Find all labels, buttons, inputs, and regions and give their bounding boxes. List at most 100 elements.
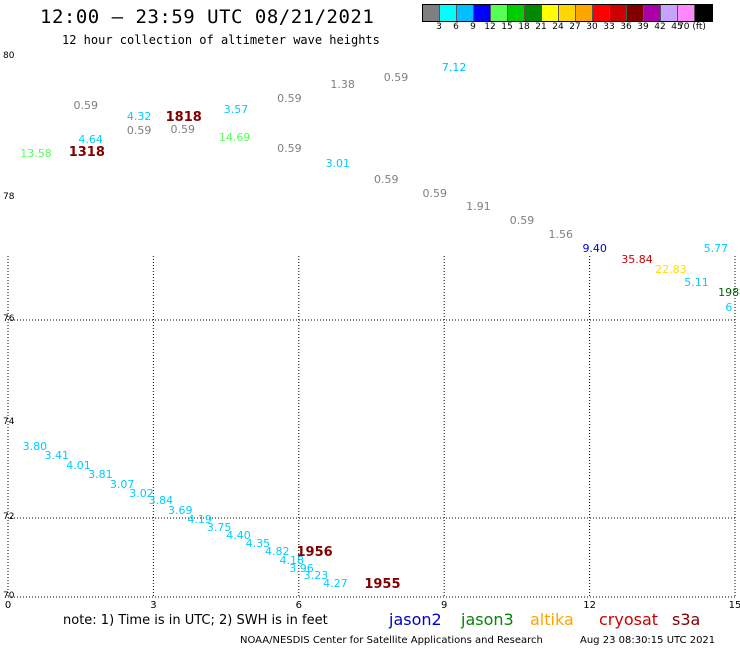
color-scale-label: 15 [501,22,513,32]
wave-height-value: 3.01 [325,157,351,171]
wave-height-value: 0.59 [277,141,302,155]
wave-height-value: 3.02 [129,487,154,501]
color-scale-label: 12 [484,22,496,32]
color-scale-label: 18 [518,22,530,32]
wave-height-value: 4.27 [323,577,348,591]
color-swatch [678,5,695,21]
wave-height-value: 35.84 [621,253,653,267]
footer-note: note: 1) Time is in UTC; 2) SWH is in fe… [63,613,328,628]
wave-height-value: 3.80 [22,439,48,453]
wave-height-value: 0.59 [170,122,195,136]
graticule [7,256,736,598]
wave-height-value: 1956 [296,545,333,561]
color-scale-label: 9 [470,22,476,32]
color-scale-label: 3 [436,22,442,32]
color-swatch [610,5,627,21]
color-swatch [661,5,678,21]
wave-height-value: 4.18 [279,554,305,568]
wave-height-value: 9.40 [582,242,607,256]
longitude-label: 12 [583,600,596,611]
wave-height-value: 4.19 [187,512,212,526]
latitude-label: 74 [3,417,15,427]
color-scale-label: 24 [552,22,564,32]
wave-height-value: 1.56 [548,227,574,241]
wave-height-value: 3.57 [223,102,249,116]
color-scale-label: 6 [453,22,459,32]
color-swatch [695,5,712,21]
wave-height-value: 13.58 [20,147,52,161]
wave-height-value: 3.75 [206,520,232,534]
wave-height-value: 4.35 [245,536,271,550]
color-scale-label: 30 [586,22,598,32]
wave-height-value: 4.01 [66,458,91,472]
wave-height-value: 1318 [68,145,105,161]
longitude-label: 0 [4,600,12,611]
wave-height-value: 3.96 [289,561,314,575]
wave-height-value: 0.59 [277,92,302,106]
wave-height-value: 3.84 [148,494,174,508]
color-swatch [627,5,644,21]
color-swatch [474,5,491,21]
wave-height-value: 1988 [718,285,740,299]
wave-height-value: 0.59 [374,173,399,187]
wave-height-value: 3.69 [168,503,193,517]
satellite-altika: altika [530,610,574,629]
wave-height-value: 4.40 [226,528,251,542]
wave-height-value: 1.91 [466,200,491,214]
wave-height-value: 5.11 [684,276,709,290]
satellite-cryosat: cryosat [599,610,659,629]
wave-height-value: 3.07 [109,477,135,491]
color-scale-label: 33 [603,22,615,32]
color-scale-label: 45 [671,22,683,32]
color-swatch [508,5,525,21]
longitude-label: 9 [441,600,448,611]
color-swatch [644,5,661,21]
credit-text: NOAA/NESDIS Center for Satellite Applica… [240,635,543,646]
generated-timestamp: Aug 23 08:30:15 UTC 2021 [580,635,716,646]
color-scale-label: 70 (ft) [678,22,706,32]
latitude-label: 80 [3,51,15,61]
satellite-s3a: s3a [672,610,701,629]
wave-height-value: 3.41 [44,449,69,463]
color-swatch [440,5,457,21]
wave-height-value: 0.59 [126,124,152,138]
wave-height-value: 1818 [165,109,202,125]
wave-height-value: 22.83 [655,262,687,276]
longitude-label: 15 [728,600,740,611]
color-swatch [525,5,542,21]
wave-height-value: 4.64 [78,133,103,147]
wave-height-value: 4.32 [126,109,152,123]
color-scale-label: 21 [535,22,547,32]
longitude-label: 6 [295,600,302,611]
color-scale-label: 42 [654,22,666,32]
color-scale-label: 39 [637,22,649,32]
color-scale-label: 36 [620,22,632,32]
color-swatch [542,5,559,21]
latitude-label: 70 [3,591,15,601]
wave-height-value: 3.81 [88,468,113,482]
color-swatch [559,5,576,21]
color-swatch [576,5,593,21]
wave-height-value: 0.59 [383,71,409,85]
wave-height-value: 1.38 [330,78,355,92]
page-title: 12:00 – 23:59 UTC 08/21/2021 [40,6,375,28]
color-swatch [491,5,508,21]
color-swatch [423,5,440,21]
wave-height-value: 0.59 [509,214,535,228]
wave-height-value: 4.82 [264,544,290,558]
latitude-label: 78 [3,192,15,202]
color-scale-label: 27 [569,22,581,32]
color-swatch [457,5,474,21]
wave-height-value: 14.69 [218,131,251,145]
wave-height-value: 5.77 [703,242,729,256]
wave-height-value: 0.59 [422,187,448,201]
wave-height-value: 3.23 [303,569,329,583]
page-subtitle: 12 hour collection of altimeter wave hei… [62,33,380,47]
wave-height-value: 1955 [364,577,401,593]
latitude-label: 72 [3,512,15,522]
color-scale-legend [422,4,713,22]
wave-height-value: 6 [725,300,733,314]
satellite-jason2: jason2 [389,610,442,629]
